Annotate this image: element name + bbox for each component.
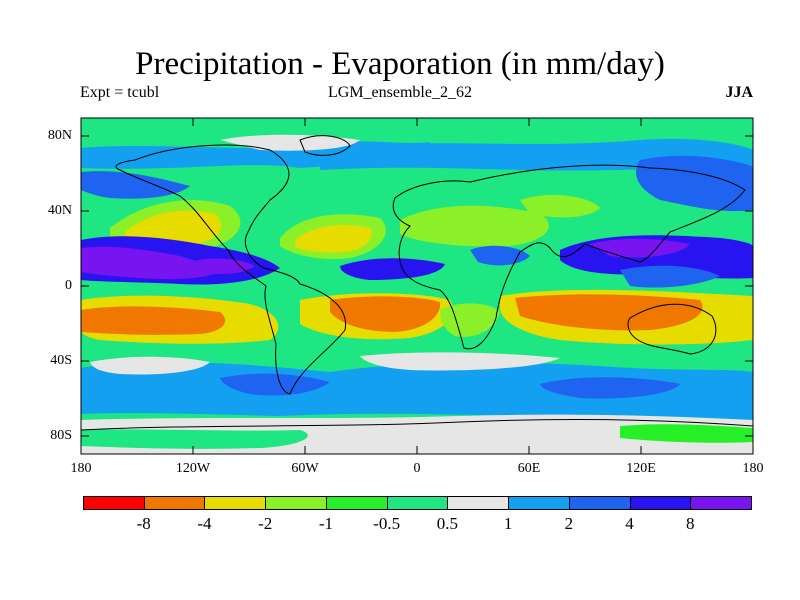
lon-label-120w: 120W: [175, 461, 211, 476]
colorbar-tick-label: 8: [686, 514, 695, 533]
colorbar-tick-label: 2: [564, 514, 574, 533]
s-indian-dry-core: [515, 294, 703, 331]
colorbar-swatch: [690, 496, 752, 510]
n-pacific-dry-core: [125, 210, 222, 245]
se-pacific-dry-core: [81, 306, 226, 335]
antarctica-edge-west: [81, 429, 308, 449]
colorbar-swatch: [204, 496, 267, 510]
sahara-arabia-dry: [400, 205, 549, 247]
lon-label-60w: 60W: [291, 461, 319, 476]
lon-label-180w: 180: [70, 461, 92, 476]
bay-of-bengal-core: [590, 238, 690, 258]
lat-label-40s: 40S: [50, 353, 72, 368]
lat-ticks: [81, 135, 753, 437]
n-atlantic-dry-core: [295, 224, 372, 253]
chart-title: Precipitation - Evaporation (in mm/day): [135, 46, 665, 82]
colorbar-swatch: [143, 496, 206, 510]
colorbar-tick-label: -0.5: [373, 514, 401, 533]
atlantic-itcz: [340, 258, 445, 280]
coastlines: [81, 135, 753, 431]
ne-pacific-storm-track: [81, 171, 190, 199]
lon-label-60e: 60E: [517, 461, 541, 476]
afro-eurasia-coastline: [392, 164, 746, 350]
southern-africa: [440, 303, 500, 337]
maritime-continent: [620, 265, 720, 288]
s-atlantic-dry-core: [330, 296, 441, 332]
run-label: LGM_ensemble_2_62: [328, 84, 472, 101]
lon-label-180e: 180: [742, 461, 764, 476]
colorbar-tick-label: 4: [625, 514, 634, 533]
colorbar-tick-label: -8: [136, 514, 151, 533]
lat-label-40n: 40N: [47, 203, 72, 218]
colorbar-swatch: [325, 496, 388, 510]
s-atlantic-grey: [360, 352, 560, 371]
central-asia-dry: [520, 194, 600, 218]
colorbar-tick-label: -4: [197, 514, 212, 533]
season-label: JJA: [725, 84, 753, 101]
colorbar-swatch: [83, 496, 145, 510]
colorbar-swatch: [447, 496, 510, 510]
antarctica-edge-east: [620, 424, 753, 443]
colorbar-swatch: [629, 496, 692, 510]
experiment-label: Expt = tcubl: [80, 84, 160, 101]
pacific-itcz-core: [81, 246, 220, 280]
lat-label-0: 0: [65, 278, 72, 293]
s-pacific-grey: [90, 356, 210, 375]
americas-coastline: [115, 144, 346, 395]
lon-ticks: [192, 118, 642, 454]
colorbar-tick-label: 1: [503, 514, 513, 533]
antarctica-coastline: [81, 418, 753, 431]
nw-pacific-storm-track: [636, 155, 753, 212]
lon-label-0: 0: [413, 461, 421, 476]
lon-label-120e: 120E: [626, 461, 656, 476]
australia-coastline: [627, 303, 717, 355]
lat-label-80n: 80N: [47, 128, 72, 143]
greenland-coastline: [299, 135, 351, 156]
colorbar-tick-label: 0.5: [436, 514, 458, 533]
arctic-band: [81, 118, 753, 140]
colorbar-swatch: [265, 496, 327, 510]
colorbar-swatch: [386, 496, 449, 510]
colorbar-swatch: [568, 496, 631, 510]
colorbar-swatch: [508, 496, 570, 510]
colorbar-tick-label: -2: [258, 514, 273, 533]
lat-label-80s: 80S: [50, 428, 72, 443]
s-ocean-core-pacific: [220, 373, 330, 396]
pe-field: [81, 118, 753, 454]
east-pacific-core: [190, 258, 255, 274]
colorbar-tick-label: -1: [318, 514, 333, 533]
s-ocean-core-indian: [540, 377, 680, 399]
